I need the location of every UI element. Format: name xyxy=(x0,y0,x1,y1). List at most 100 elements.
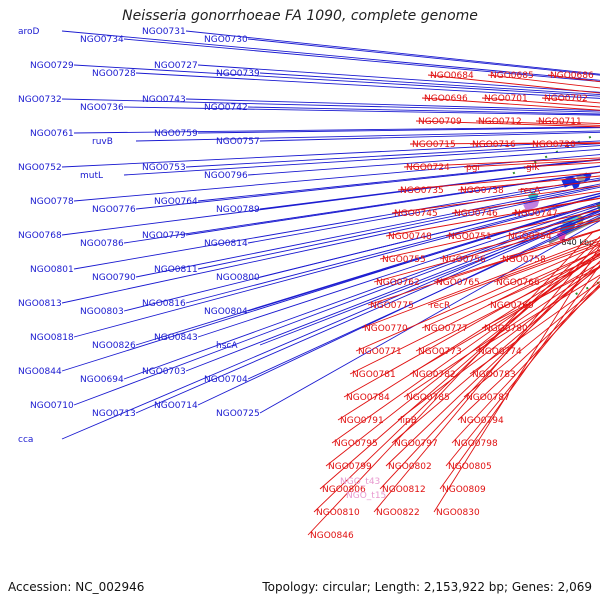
forward-leader-line xyxy=(73,126,600,134)
forward-gene-label: NGO0728 xyxy=(92,69,136,79)
reverse-gene-feature xyxy=(595,200,600,212)
forward-gene-label: NGO0732 xyxy=(18,95,62,105)
reverse-gene-label: NGO0715 xyxy=(412,140,456,150)
reverse-gene-label: NGO0782 xyxy=(412,370,456,380)
forward-leader-line xyxy=(259,72,600,95)
reverse-leader-line xyxy=(385,197,600,237)
forward-gene-label: NGO0800 xyxy=(216,273,260,283)
reverse-gene-label: NGO0685 xyxy=(490,71,534,81)
reverse-gene-label: NGO0802 xyxy=(388,462,432,472)
reverse-gene-label: glk xyxy=(526,163,540,173)
forward-leader-line xyxy=(185,172,600,236)
forward-leader-line xyxy=(61,98,600,113)
forward-gene-label: NGO0826 xyxy=(92,341,136,351)
forward-gene-label: NGO0816 xyxy=(142,299,186,309)
forward-gene-label: NGO0713 xyxy=(92,409,136,419)
forward-leader-line xyxy=(73,195,600,338)
reverse-gene-label: NGO0775 xyxy=(370,301,414,311)
reverse-leader-line xyxy=(373,220,600,283)
forward-leader-line xyxy=(61,140,600,168)
forward-leader-line xyxy=(197,214,600,406)
forward-gene-label: NGO0814 xyxy=(204,239,248,249)
reverse-leader-line xyxy=(487,255,600,306)
forward-gene-label: NGO0789 xyxy=(216,205,260,215)
reverse-gene-label: NGO0758 xyxy=(502,255,546,265)
reverse-gene-label: recR xyxy=(430,301,450,311)
reverse-gene-label: NGO0754 xyxy=(508,232,552,242)
reverse-gene-label: NGO0751 xyxy=(448,232,492,242)
kbp-label: 840 kbp xyxy=(562,238,595,247)
reverse-gene-label: NGO0787 xyxy=(466,393,510,403)
reverse-gene-label: NGO0686 xyxy=(550,71,594,81)
forward-leader-line xyxy=(61,186,600,304)
reverse-leader-line xyxy=(427,240,600,306)
reverse-gene-label: NGO0794 xyxy=(460,416,504,426)
reverse-gene-label: NGO0709 xyxy=(418,117,462,127)
reverse-gene-label: NGO0771 xyxy=(358,347,402,357)
forward-gene-label: NGO0730 xyxy=(204,35,248,45)
reverse-leader-line xyxy=(421,97,600,111)
forward-gene-label: NGO0759 xyxy=(154,129,198,139)
rna-gene-labels: NGO_t43 NGO_t15 xyxy=(340,477,386,501)
forward-leader-line xyxy=(247,203,600,312)
reverse-leader-line xyxy=(475,274,600,352)
forward-gene-label: NGO0790 xyxy=(92,273,136,283)
forward-gene-label: NGO0764 xyxy=(154,197,198,207)
forward-gene-label: NGO0786 xyxy=(80,239,124,249)
reverse-gene-label: NGO0795 xyxy=(334,439,378,449)
forward-gene-label: NGO0768 xyxy=(18,231,62,241)
reverse-gene-label: NGO0755 xyxy=(382,255,426,265)
forward-gene-label: hscA xyxy=(216,341,238,351)
reverse-gene-label: NGO0724 xyxy=(406,163,450,173)
forward-leader-line xyxy=(197,204,600,338)
forward-gene-label: NGO0843 xyxy=(154,333,198,343)
forward-gene-label: NGO0801 xyxy=(30,265,74,275)
reverse-leader-line xyxy=(415,256,600,352)
reverse-leader-line xyxy=(445,204,600,237)
reverse-gene-label: NGO0711 xyxy=(538,117,582,127)
forward-gene-label: ruvB xyxy=(92,137,113,147)
forward-gene-label: NGO0778 xyxy=(30,197,74,207)
forward-gene-label: NGO0796 xyxy=(204,171,248,181)
reverse-gene-label: NGO0810 xyxy=(316,508,360,518)
reverse-leader-line xyxy=(367,229,600,306)
reverse-leader-line xyxy=(397,171,600,191)
forward-gene-label: NGO0753 xyxy=(142,163,186,173)
reverse-leader-line xyxy=(379,252,600,490)
reverse-gene-label: NGO0762 xyxy=(376,278,420,288)
forward-leader-line xyxy=(185,210,600,372)
forward-gene-feature xyxy=(523,199,540,212)
reverse-leader-line xyxy=(403,157,600,168)
forward-gene-label: NGO0844 xyxy=(18,367,62,377)
forward-leader-line xyxy=(73,64,600,97)
forward-gene-label: NGO0739 xyxy=(216,69,260,79)
reverse-leader-line xyxy=(415,120,600,128)
forward-gene-label: NGO0779 xyxy=(142,231,186,241)
reverse-gene-label: NGO0797 xyxy=(394,439,438,449)
kbp-scale: 680 kbp700 kbp720 kbp740 kbp760 kbp780 k… xyxy=(562,238,595,247)
reverse-leader-line xyxy=(523,162,600,168)
forward-gene-label: cca xyxy=(18,435,33,445)
forward-leader-line xyxy=(123,145,600,176)
reverse-gene-labels: NGO0684 NGO0685 NGO0686 NGO0696 NGO0701 NGO07… xyxy=(307,71,600,541)
forward-gene-label: NGO0704 xyxy=(204,375,248,385)
reverse-leader-line xyxy=(505,213,600,237)
reverse-leader-line xyxy=(307,231,594,536)
reverse-gene-label: NGO0738 xyxy=(460,186,504,196)
reverse-gene-label: NGO0765 xyxy=(436,278,480,288)
reverse-leader-line xyxy=(517,180,600,191)
reverse-gene-label: NGO0822 xyxy=(376,508,420,518)
forward-leader-line xyxy=(135,211,600,414)
reverse-leader-line xyxy=(439,217,600,260)
reverse-gene-label: NGO0747 xyxy=(514,209,558,219)
reverse-gene-label: NGO0684 xyxy=(430,71,474,81)
reverse-leader-line xyxy=(451,283,600,444)
reverse-leader-line xyxy=(457,175,600,191)
forward-leader-line xyxy=(73,154,600,202)
tick-ring-outer xyxy=(512,132,600,175)
reverse-gene-label: NGO0745 xyxy=(394,209,438,219)
rna-gene-label: NGO_t15 xyxy=(346,491,386,501)
reverse-leader-line xyxy=(433,229,600,283)
